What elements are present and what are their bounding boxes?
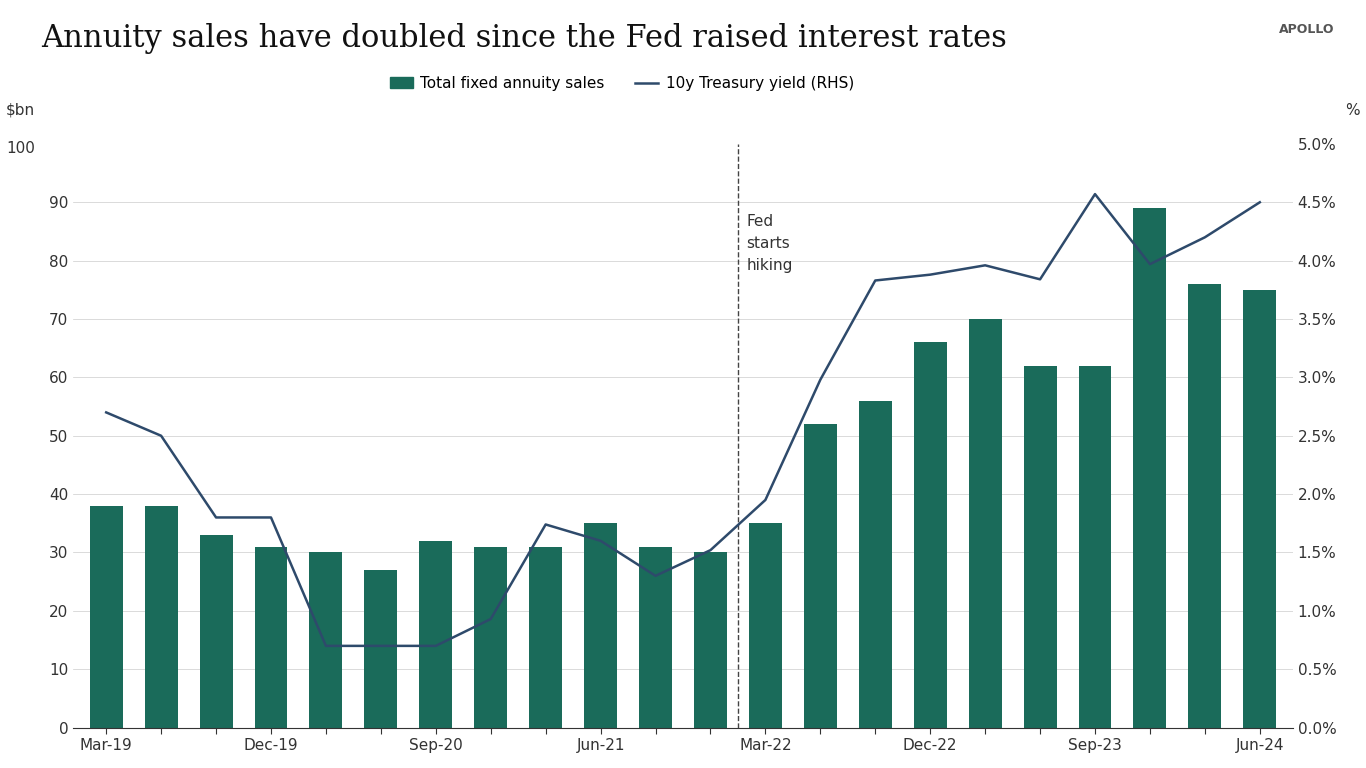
Bar <box>1023 366 1056 727</box>
Text: $bn: $bn <box>7 103 36 118</box>
Text: 100: 100 <box>7 141 36 156</box>
Text: APOLLO: APOLLO <box>1279 23 1335 36</box>
Bar <box>585 523 617 727</box>
Bar <box>1243 290 1276 727</box>
Bar <box>914 343 947 727</box>
Bar <box>1079 366 1112 727</box>
Bar <box>749 523 781 727</box>
Text: Annuity sales have doubled since the Fed raised interest rates: Annuity sales have doubled since the Fed… <box>41 23 1007 54</box>
Bar <box>529 547 563 727</box>
Bar <box>254 547 287 727</box>
Bar <box>803 424 837 727</box>
Bar <box>310 552 343 727</box>
Bar <box>199 535 232 727</box>
Text: %: % <box>1346 103 1359 118</box>
Bar <box>859 401 892 727</box>
Legend: Total fixed annuity sales, 10y Treasury yield (RHS): Total fixed annuity sales, 10y Treasury … <box>384 70 861 97</box>
Bar <box>419 541 452 727</box>
Bar <box>90 506 123 727</box>
Bar <box>365 570 398 727</box>
Bar <box>145 506 178 727</box>
Bar <box>639 547 672 727</box>
Bar <box>1134 208 1167 727</box>
Text: Fed
starts
hiking: Fed starts hiking <box>746 214 792 273</box>
Bar <box>1188 284 1221 727</box>
Bar <box>968 319 1001 727</box>
Bar <box>474 547 507 727</box>
Bar <box>694 552 727 727</box>
